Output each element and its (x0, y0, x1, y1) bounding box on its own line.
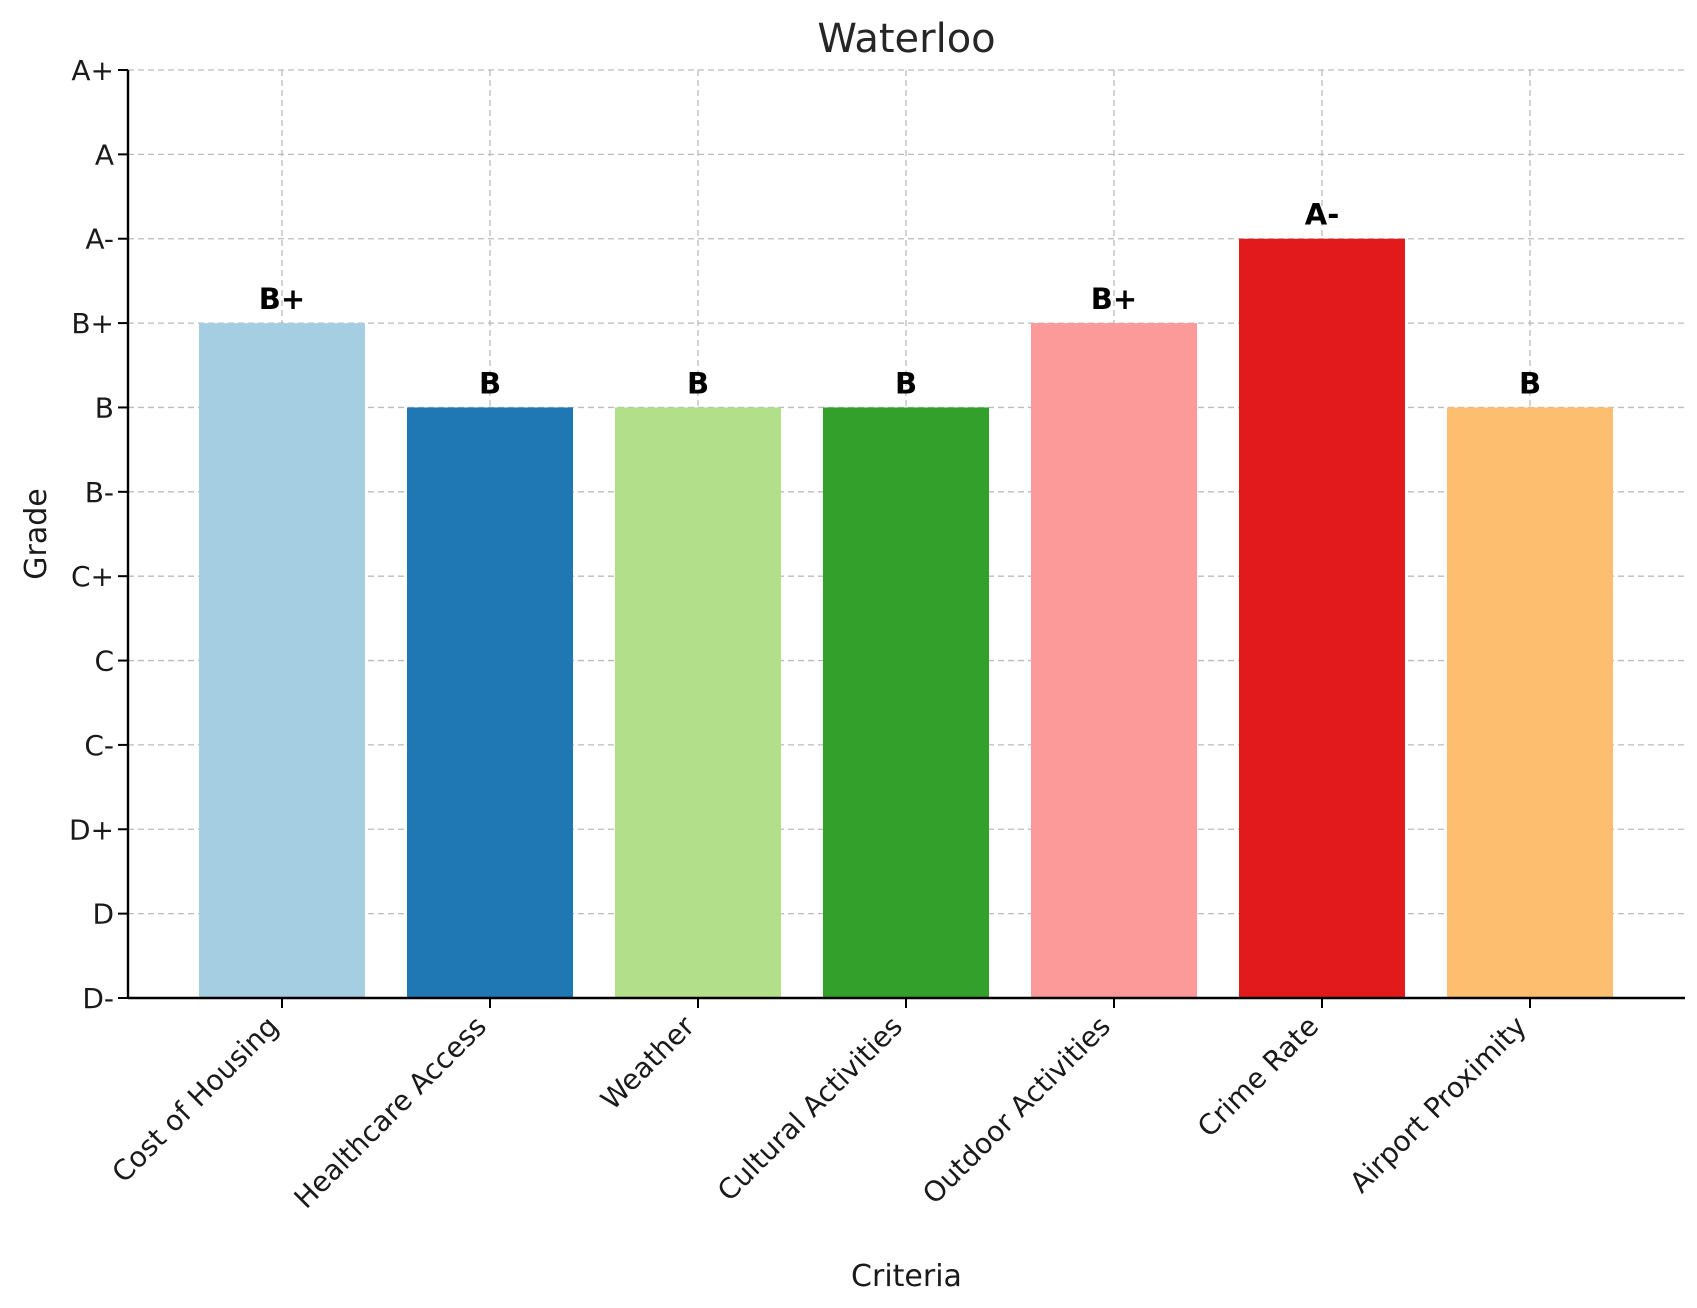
x-tick-label: Weather (594, 1009, 701, 1116)
y-tick-label: C- (84, 729, 114, 762)
bar-value-label: B (687, 366, 709, 400)
bar (823, 407, 989, 998)
y-tick-label: A+ (71, 54, 114, 87)
x-tick-label: Healthcare Access (288, 1010, 493, 1215)
bar-value-label: B (895, 366, 917, 400)
y-tick-label: D (92, 898, 114, 931)
x-tick-label: Cultural Activities (711, 1010, 909, 1208)
y-tick-label: C+ (71, 560, 114, 593)
y-tick-label: B- (85, 476, 114, 509)
y-tick-label: B+ (71, 307, 114, 340)
x-tick-label: Crime Rate (1191, 1010, 1325, 1144)
bar (1447, 407, 1613, 998)
x-tick-label: Airport Proximity (1343, 1010, 1533, 1200)
bar-value-label: B (1519, 366, 1541, 400)
bars (199, 238, 1613, 998)
x-axis-title: Criteria (851, 1259, 962, 1294)
bar (1239, 238, 1405, 998)
data-labels: B+ B B B B+ A- B (259, 198, 1541, 401)
bar-value-label: B (479, 366, 501, 400)
y-tick-label: C (94, 645, 114, 678)
y-tick-label: D- (82, 982, 114, 1015)
bar (199, 323, 365, 998)
x-tick-label: Cost of Housing (105, 1010, 285, 1190)
chart-title: Waterloo (817, 16, 995, 62)
bar-value-label: B+ (259, 282, 305, 316)
bar-value-label: B+ (1091, 282, 1137, 316)
y-tick-label: D+ (69, 813, 114, 846)
y-tick-label: A (95, 138, 114, 171)
bar (407, 407, 573, 998)
bar (615, 407, 781, 998)
y-tick-label: A- (85, 223, 114, 256)
x-axis-ticks: Cost of Housing Healthcare Access Weather C… (105, 998, 1533, 1215)
y-axis-title: Grade (19, 488, 54, 579)
y-axis-ticks: D- D D+ C- C C+ B- B B+ A- A A+ (69, 54, 128, 1015)
bar-value-label: A- (1305, 198, 1339, 232)
bar (1031, 323, 1197, 998)
y-tick-label: B (95, 391, 114, 424)
x-tick-label: Outdoor Activities (916, 1010, 1117, 1211)
